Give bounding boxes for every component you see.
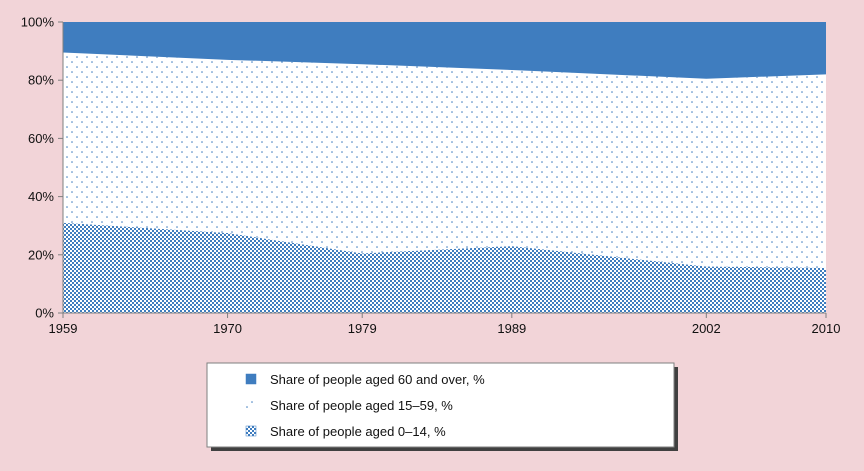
- legend-label: Share of people aged 60 and over, %: [270, 372, 485, 387]
- y-tick-label: 20%: [28, 247, 54, 262]
- legend-label: Share of people aged 0–14, %: [270, 424, 446, 439]
- y-tick-label: 60%: [28, 131, 54, 146]
- area-layers: [63, 22, 826, 313]
- x-tick-label: 1970: [213, 321, 242, 336]
- y-axis-ticks: 0% 20% 40% 60% 80% 100%: [21, 15, 63, 321]
- legend-swatch: [245, 425, 257, 437]
- x-tick-label: 1979: [348, 321, 377, 336]
- legend: Share of people aged 60 and over, % Share…: [206, 362, 678, 451]
- y-tick-label: 0%: [35, 306, 54, 321]
- y-tick-label: 40%: [28, 189, 54, 204]
- y-tick-label: 100%: [21, 15, 55, 30]
- y-tick-label: 80%: [28, 73, 54, 88]
- area-share-of-people-aged-15-59: [63, 52, 826, 268]
- area-share-of-people-aged-60-and-over: [63, 22, 826, 79]
- x-tick-label: 1989: [497, 321, 526, 336]
- legend-swatch: [246, 400, 256, 410]
- x-tick-label: 2010: [812, 321, 841, 336]
- x-tick-label: 2002: [692, 321, 721, 336]
- area-share-of-people-aged-0-14: [63, 222, 826, 313]
- legend-box: [206, 362, 675, 448]
- legend-swatch: [245, 373, 257, 385]
- legend-label: Share of people aged 15–59, %: [270, 398, 453, 413]
- x-tick-label: 1959: [49, 321, 78, 336]
- x-axis-ticks: 1959 1970 1979 1989 2002 2010: [49, 313, 841, 336]
